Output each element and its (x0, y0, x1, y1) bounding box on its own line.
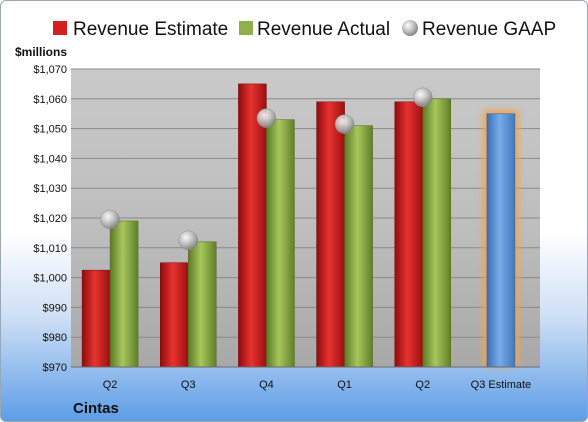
legend-swatch-revenue-estimate (53, 21, 67, 35)
gaap-marker (413, 87, 433, 108)
y-tick-label: $1,010 (33, 243, 67, 255)
y-tick-label: $990 (43, 302, 67, 314)
bar-revenue-actual (188, 241, 217, 368)
bar-revenue-actual (344, 125, 373, 368)
y-axis-unit-label: $millions (15, 45, 67, 59)
x-tick-label: Q3 (181, 379, 196, 391)
legend-item-revenue-actual: Revenue Actual (239, 19, 390, 40)
x-tick-label: Q1 (337, 379, 352, 391)
x-tick-label: Q3 Estimate (471, 379, 532, 391)
legend-item-revenue-gaap: Revenue GAAP (402, 19, 556, 40)
bars (81, 83, 519, 368)
y-tick-label: $1,060 (33, 94, 67, 106)
x-tick-label: Q4 (259, 379, 274, 391)
y-tick-label: $970 (43, 362, 67, 374)
x-axis-labels: Q2 Q3 Q4 Q1 Q2 Q3 Estimate (103, 379, 531, 391)
y-tick-label: $980 (43, 332, 67, 344)
legend-marker-revenue-gaap (402, 20, 418, 36)
legend-label-revenue-actual: Revenue Actual (257, 19, 390, 40)
legend-label-revenue-estimate: Revenue Estimate (73, 19, 228, 40)
y-tick-label: $1,070 (33, 64, 67, 76)
bar-revenue-estimate (238, 83, 267, 368)
bar-q3-estimate (486, 113, 516, 368)
gaap-marker (178, 230, 198, 251)
gaap-marker (334, 114, 355, 134)
gaap-marker (256, 108, 277, 128)
y-tick-label: $1,020 (33, 213, 67, 225)
bar-revenue-estimate (81, 269, 111, 368)
gaap-markers (100, 87, 433, 251)
bar-revenue-actual (422, 98, 451, 368)
y-tick-label: $1,040 (33, 153, 67, 165)
y-axis-ticks: $970 $980 $990 $1,000 $1,010 $1,020 $1,030 $1,0… (33, 64, 67, 374)
company-label: Cintas (73, 400, 119, 417)
x-tick-label: Q2 (103, 379, 118, 391)
y-tick-label: $1,030 (33, 183, 67, 195)
gridlines (71, 68, 540, 368)
bar-revenue-actual (109, 220, 139, 368)
y-tick-label: $1,050 (33, 124, 67, 136)
bar-revenue-estimate (316, 101, 345, 368)
bar-revenue-actual (266, 119, 295, 368)
bar-revenue-estimate (160, 262, 189, 368)
legend-label-revenue-gaap: Revenue GAAP (422, 19, 556, 40)
y-tick-label: $1,000 (33, 273, 67, 285)
legend: Revenue Estimate Revenue Actual Revenue … (53, 19, 556, 40)
legend-swatch-revenue-actual (239, 21, 253, 35)
gaap-marker (100, 209, 120, 230)
legend-item-revenue-estimate: Revenue Estimate (53, 19, 228, 40)
bar-revenue-estimate (394, 101, 423, 368)
x-tick-label: Q2 (415, 379, 430, 391)
